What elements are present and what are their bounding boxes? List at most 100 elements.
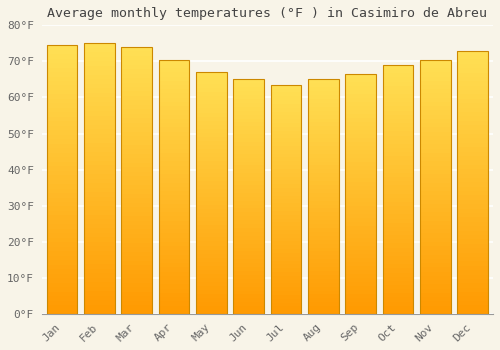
Bar	[382, 73, 413, 77]
Bar	[420, 289, 450, 293]
Bar	[346, 246, 376, 250]
Bar	[382, 127, 413, 131]
Bar	[196, 225, 226, 229]
Bar	[47, 144, 78, 148]
Bar	[158, 229, 190, 233]
Bar	[420, 263, 450, 267]
Bar	[234, 310, 264, 314]
Bar	[420, 221, 450, 225]
Bar	[122, 189, 152, 194]
Bar	[420, 212, 450, 217]
Bar	[457, 231, 488, 235]
Bar	[196, 270, 226, 274]
Bar	[47, 305, 78, 309]
Bar	[270, 257, 302, 260]
Bar	[158, 157, 190, 161]
Bar	[196, 153, 226, 157]
Bar	[420, 297, 450, 301]
Bar	[158, 145, 190, 149]
Bar	[196, 258, 226, 262]
Bar	[84, 197, 114, 201]
Bar	[158, 259, 190, 263]
Bar	[84, 57, 114, 61]
Bar	[420, 153, 450, 157]
Bar	[47, 184, 78, 189]
Bar	[346, 254, 376, 258]
Bar	[382, 69, 413, 73]
Bar	[270, 123, 302, 127]
Bar	[308, 287, 338, 290]
Bar	[346, 182, 376, 186]
Bar	[234, 134, 264, 138]
Bar	[84, 129, 114, 134]
Bar	[346, 206, 376, 210]
Bar	[84, 192, 114, 197]
Bar	[84, 43, 114, 48]
Bar	[234, 236, 264, 240]
Bar	[234, 166, 264, 169]
Bar	[382, 268, 413, 273]
Bar	[196, 201, 226, 205]
Bar	[457, 257, 488, 261]
Bar	[47, 63, 78, 68]
Bar	[420, 98, 450, 102]
Bar	[122, 47, 152, 314]
Bar	[457, 50, 488, 55]
Bar	[346, 242, 376, 246]
Bar	[84, 278, 114, 282]
Bar	[158, 297, 190, 301]
Bar	[158, 187, 190, 191]
Bar	[420, 72, 450, 77]
Bar	[84, 296, 114, 301]
Bar	[457, 156, 488, 160]
Bar	[84, 156, 114, 161]
Bar	[196, 112, 226, 117]
Bar	[270, 238, 302, 241]
Bar	[234, 275, 264, 279]
Bar	[382, 106, 413, 111]
Bar	[158, 111, 190, 115]
Bar	[234, 283, 264, 287]
Bar	[457, 182, 488, 187]
Bar	[270, 188, 302, 192]
Bar	[457, 248, 488, 253]
Bar	[420, 111, 450, 115]
Bar	[196, 149, 226, 153]
Bar	[84, 161, 114, 165]
Bar	[234, 216, 264, 220]
Bar	[122, 216, 152, 220]
Bar	[158, 68, 190, 72]
Bar	[420, 77, 450, 81]
Bar	[234, 256, 264, 259]
Bar	[382, 247, 413, 252]
Bar	[308, 263, 338, 267]
Bar	[420, 293, 450, 297]
Bar	[47, 81, 78, 85]
Bar	[158, 81, 190, 85]
Bar	[122, 100, 152, 105]
Bar	[47, 197, 78, 202]
Bar	[270, 150, 302, 154]
Bar	[457, 279, 488, 283]
Bar	[158, 255, 190, 259]
Bar	[308, 111, 338, 114]
Bar	[122, 292, 152, 296]
Bar	[457, 130, 488, 134]
Bar	[346, 98, 376, 102]
Bar	[47, 309, 78, 314]
Bar	[457, 235, 488, 239]
Bar	[84, 52, 114, 57]
Bar	[47, 50, 78, 54]
Bar	[122, 270, 152, 274]
Bar	[234, 177, 264, 181]
Bar	[457, 103, 488, 108]
Bar	[420, 191, 450, 195]
Bar	[84, 125, 114, 129]
Bar	[270, 226, 302, 230]
Bar	[122, 91, 152, 96]
Bar	[308, 134, 338, 138]
Bar	[382, 65, 413, 314]
Bar	[84, 70, 114, 75]
Bar	[270, 196, 302, 199]
Bar	[196, 120, 226, 125]
